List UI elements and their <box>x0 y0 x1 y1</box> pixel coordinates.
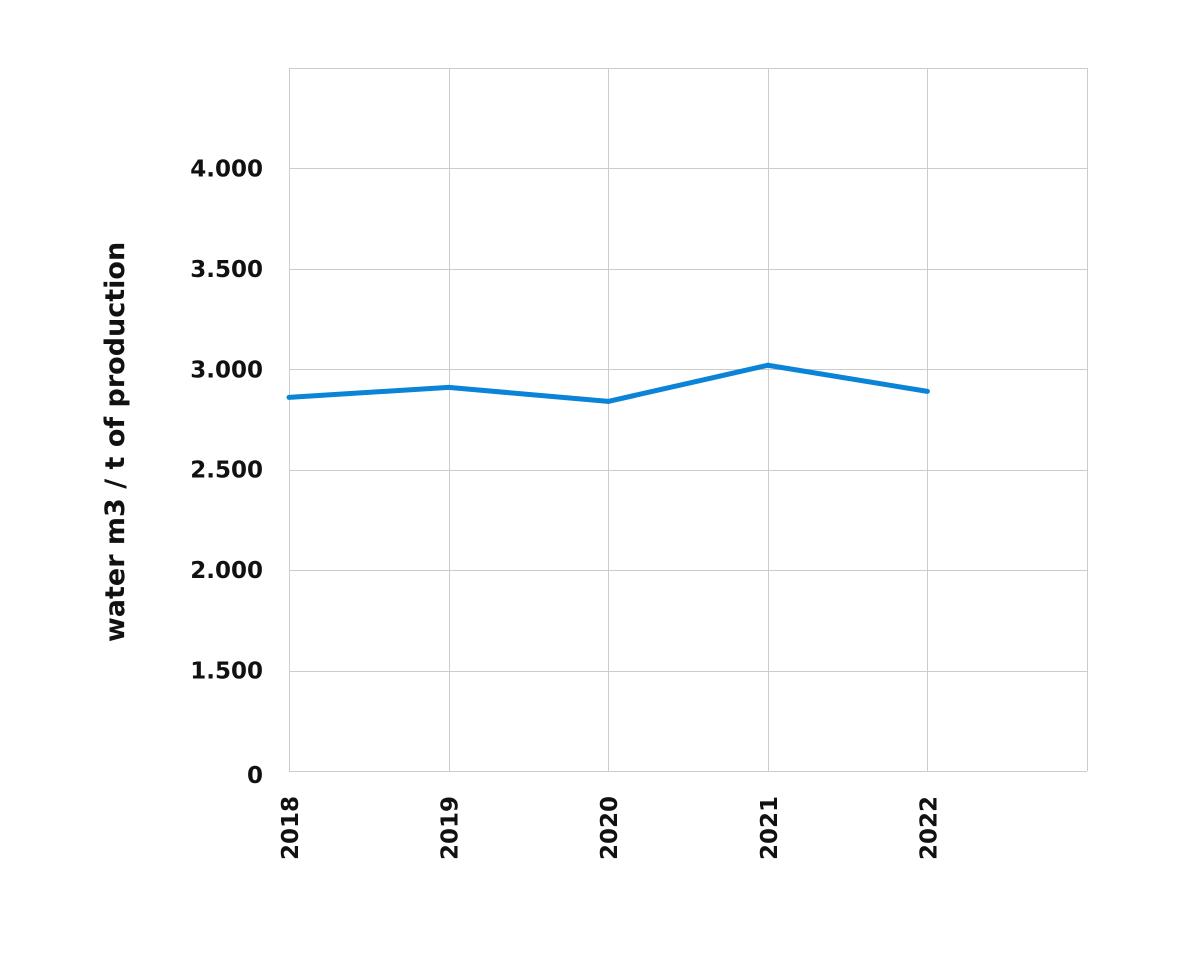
x-tick-label: 2021 <box>757 796 783 860</box>
y-tick-labels: 1.500 2.000 2.500 3.000 3.500 4.000 0 <box>190 156 263 789</box>
y-tick-label-zero: 0 <box>247 763 263 789</box>
x-tick-label: 2022 <box>916 796 942 860</box>
data-point <box>765 362 771 368</box>
grid-layer <box>289 68 1088 772</box>
x-tick-label: 2020 <box>597 796 623 860</box>
data-point <box>924 388 930 394</box>
data-point <box>286 394 292 400</box>
y-tick-label: 2.500 <box>190 458 263 484</box>
y-tick-label: 3.000 <box>190 357 263 383</box>
series-layer <box>286 362 930 404</box>
x-tick-label: 2019 <box>438 796 464 860</box>
y-tick-label: 2.000 <box>190 558 263 584</box>
x-tick-labels: 2018 2019 2020 2021 2022 <box>278 796 942 860</box>
y-tick-label: 3.500 <box>190 257 263 283</box>
x-tick-label: 2018 <box>278 796 304 860</box>
data-point <box>446 384 452 390</box>
data-point <box>605 398 611 404</box>
y-tick-label: 1.500 <box>190 659 263 685</box>
y-tick-label: 4.000 <box>190 156 263 182</box>
y-axis-title: water m3 / t of production <box>100 242 131 642</box>
